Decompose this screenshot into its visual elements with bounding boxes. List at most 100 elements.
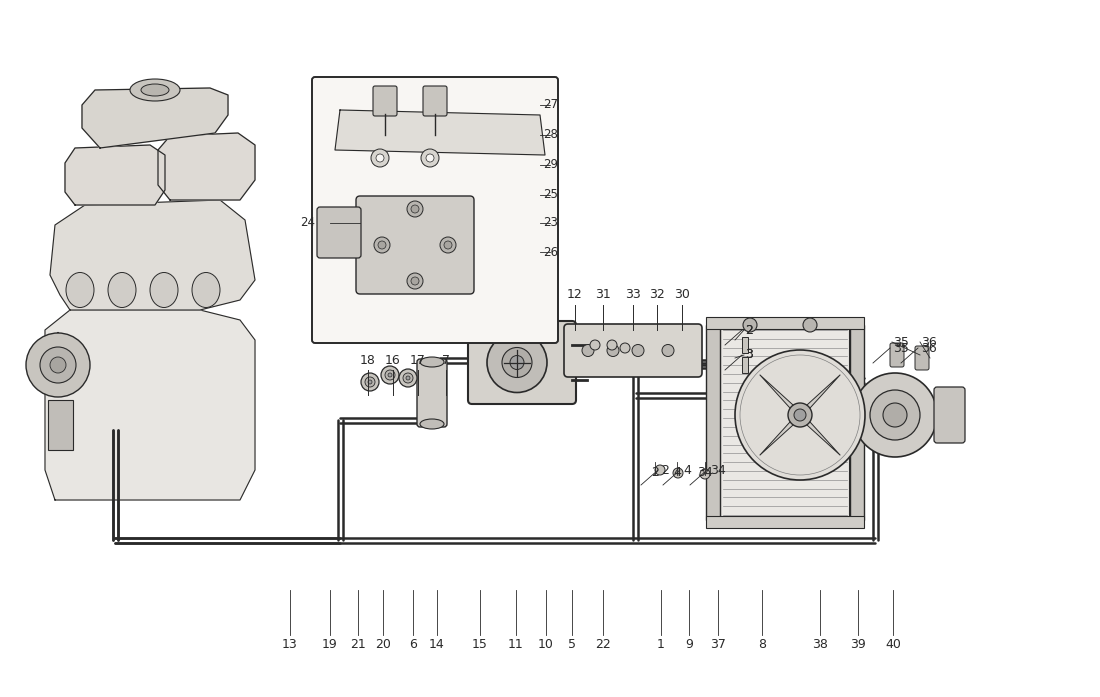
Text: 4: 4 bbox=[683, 464, 691, 477]
Circle shape bbox=[673, 468, 683, 478]
Circle shape bbox=[654, 465, 666, 475]
Bar bbox=[48, 400, 73, 450]
Polygon shape bbox=[45, 310, 255, 500]
Circle shape bbox=[406, 376, 410, 380]
Polygon shape bbox=[50, 200, 255, 310]
Circle shape bbox=[361, 373, 379, 391]
Polygon shape bbox=[760, 415, 800, 455]
Circle shape bbox=[444, 241, 452, 249]
Circle shape bbox=[374, 237, 390, 253]
Text: 4: 4 bbox=[673, 466, 681, 479]
FancyBboxPatch shape bbox=[317, 207, 361, 258]
Ellipse shape bbox=[150, 273, 178, 307]
Bar bbox=[706, 325, 721, 520]
Circle shape bbox=[590, 340, 600, 350]
FancyBboxPatch shape bbox=[468, 321, 576, 404]
Ellipse shape bbox=[108, 273, 136, 307]
Text: 1: 1 bbox=[657, 638, 664, 652]
Circle shape bbox=[607, 340, 617, 350]
FancyBboxPatch shape bbox=[915, 346, 930, 370]
Circle shape bbox=[870, 390, 920, 440]
Circle shape bbox=[385, 370, 395, 380]
FancyBboxPatch shape bbox=[312, 77, 558, 343]
Text: 13: 13 bbox=[282, 638, 298, 652]
Bar bbox=[850, 325, 864, 520]
Polygon shape bbox=[82, 88, 228, 148]
Polygon shape bbox=[760, 375, 800, 415]
Circle shape bbox=[40, 347, 76, 383]
Circle shape bbox=[388, 373, 392, 377]
Text: 26: 26 bbox=[543, 245, 558, 259]
Circle shape bbox=[502, 348, 532, 378]
Circle shape bbox=[700, 469, 710, 479]
Circle shape bbox=[403, 373, 412, 383]
Circle shape bbox=[510, 355, 524, 369]
Text: 3: 3 bbox=[745, 348, 752, 362]
Circle shape bbox=[426, 154, 434, 162]
Circle shape bbox=[411, 277, 419, 285]
Text: 6: 6 bbox=[409, 638, 417, 652]
Text: 35: 35 bbox=[893, 342, 909, 355]
Ellipse shape bbox=[66, 273, 94, 307]
Text: 9: 9 bbox=[685, 638, 693, 652]
Circle shape bbox=[440, 237, 456, 253]
Text: 12: 12 bbox=[568, 289, 583, 302]
Text: 18: 18 bbox=[360, 353, 376, 367]
Circle shape bbox=[620, 343, 630, 353]
FancyBboxPatch shape bbox=[356, 196, 474, 294]
Circle shape bbox=[632, 344, 644, 356]
Polygon shape bbox=[800, 375, 840, 415]
Circle shape bbox=[607, 344, 619, 356]
Text: 3: 3 bbox=[745, 348, 752, 362]
Text: 34: 34 bbox=[697, 466, 713, 479]
Polygon shape bbox=[158, 133, 255, 200]
Text: 35: 35 bbox=[893, 335, 909, 348]
Circle shape bbox=[852, 373, 937, 457]
FancyBboxPatch shape bbox=[424, 86, 447, 116]
Polygon shape bbox=[65, 145, 165, 205]
Text: 17: 17 bbox=[410, 353, 426, 367]
Circle shape bbox=[407, 273, 424, 289]
FancyBboxPatch shape bbox=[934, 387, 965, 443]
Circle shape bbox=[788, 403, 812, 427]
Circle shape bbox=[399, 369, 417, 387]
Circle shape bbox=[26, 333, 90, 397]
Bar bbox=[742, 337, 748, 353]
Text: 36: 36 bbox=[921, 335, 937, 348]
Ellipse shape bbox=[141, 84, 169, 96]
Text: 7: 7 bbox=[442, 353, 450, 367]
Text: 22: 22 bbox=[595, 638, 610, 652]
Circle shape bbox=[50, 357, 66, 373]
Polygon shape bbox=[800, 415, 840, 455]
Text: 14: 14 bbox=[429, 638, 444, 652]
Bar bbox=[706, 317, 864, 329]
Circle shape bbox=[421, 149, 439, 167]
Circle shape bbox=[742, 318, 757, 332]
Circle shape bbox=[487, 332, 547, 392]
Ellipse shape bbox=[192, 273, 220, 307]
Text: 11: 11 bbox=[508, 638, 524, 652]
Text: 2: 2 bbox=[745, 323, 752, 337]
Text: 16: 16 bbox=[385, 353, 400, 367]
Text: 30: 30 bbox=[674, 289, 690, 302]
FancyBboxPatch shape bbox=[373, 86, 397, 116]
Text: 33: 33 bbox=[625, 289, 641, 302]
Text: 10: 10 bbox=[538, 638, 554, 652]
Text: 21: 21 bbox=[350, 638, 366, 652]
Text: 19: 19 bbox=[322, 638, 338, 652]
Text: 28: 28 bbox=[543, 128, 558, 141]
FancyBboxPatch shape bbox=[564, 324, 702, 377]
Text: 2: 2 bbox=[651, 466, 659, 479]
Text: 25: 25 bbox=[543, 188, 558, 201]
Text: 40: 40 bbox=[886, 638, 901, 652]
Circle shape bbox=[378, 241, 386, 249]
Circle shape bbox=[407, 201, 424, 217]
Text: 36: 36 bbox=[921, 342, 937, 355]
Circle shape bbox=[376, 154, 384, 162]
Circle shape bbox=[794, 409, 806, 421]
Circle shape bbox=[365, 377, 375, 387]
Text: 32: 32 bbox=[649, 289, 664, 302]
Circle shape bbox=[803, 318, 817, 332]
Circle shape bbox=[368, 380, 372, 384]
Circle shape bbox=[883, 403, 908, 427]
